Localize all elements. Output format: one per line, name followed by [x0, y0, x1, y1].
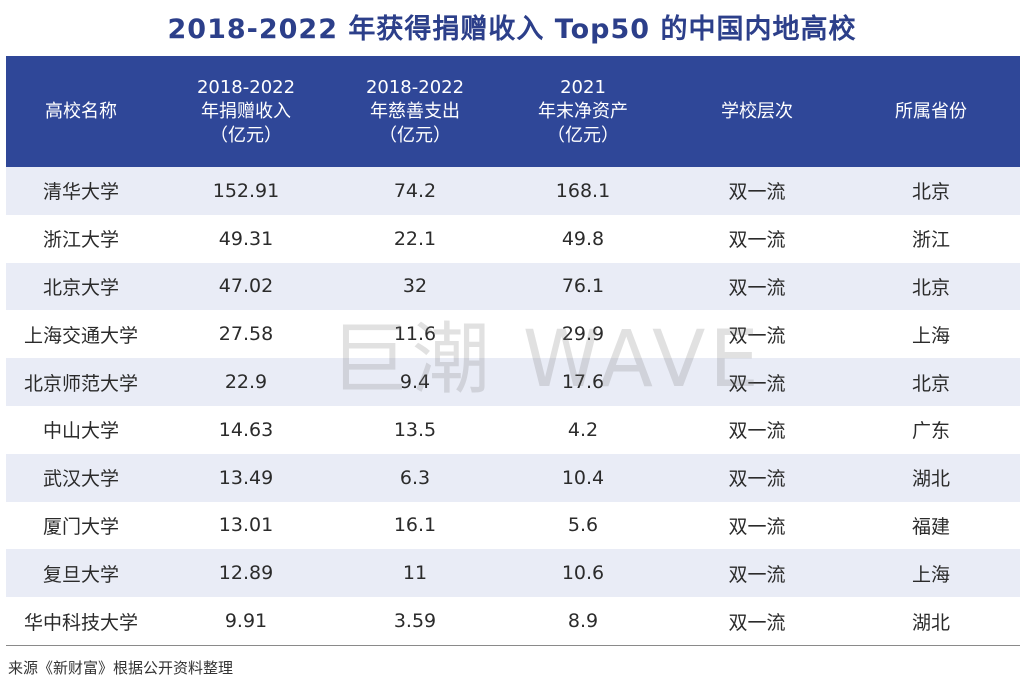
cell-donation-income: 47.02 [218, 275, 274, 298]
header-line: 高校名称 [45, 100, 117, 122]
cell-school-level: 双一流 [728, 515, 786, 538]
cell-school-level: 双一流 [728, 611, 786, 634]
bottom-divider [6, 645, 1020, 646]
cell-school-level: 双一流 [728, 563, 786, 586]
cell-donation-income: 152.91 [212, 179, 280, 202]
data-table: 高校名称 2018-2022 年捐赠收入 （亿元） 2018-2022 年慈善支出 （亿元）… [6, 56, 1020, 645]
cell-school-level: 双一流 [728, 276, 786, 299]
cell-school-level: 双一流 [728, 420, 786, 443]
cell-charity-expense: 74.2 [393, 179, 437, 202]
cell-school-name: 北京师范大学 [23, 372, 138, 395]
table-row: 复旦大学 12.89 11 10.6 双一流 上海 [6, 549, 1020, 598]
header-line: （亿元） [210, 124, 282, 146]
header-line: 年末净资产 [538, 100, 628, 122]
header-province: 所属省份 [842, 56, 1020, 167]
cell-province: 北京 [911, 276, 950, 299]
cell-province: 上海 [911, 324, 950, 347]
cell-donation-income: 13.01 [218, 514, 274, 537]
cell-school-name: 清华大学 [42, 181, 119, 204]
cell-donation-income: 49.31 [218, 227, 274, 250]
header-row: 高校名称 2018-2022 年捐赠收入 （亿元） 2018-2022 年慈善支出 （亿元）… [6, 56, 1020, 167]
chart-title: 2018-2022 年获得捐赠收入 Top50 的中国内地高校 [167, 14, 857, 45]
cell-school-level: 双一流 [728, 229, 786, 252]
cell-net-assets: 17.6 [561, 371, 605, 394]
cell-school-name: 武汉大学 [42, 468, 119, 491]
cell-charity-expense: 11.6 [393, 323, 437, 346]
source-note: 来源《新财富》根据公开资料整理 [8, 659, 234, 677]
cell-school-name: 华中科技大学 [23, 611, 138, 634]
cell-donation-income: 9.91 [224, 610, 268, 633]
cell-school-name: 复旦大学 [42, 563, 119, 586]
header-net-assets: 2021 年末净资产 （亿元） [494, 56, 672, 167]
cell-school-level: 双一流 [728, 181, 786, 204]
cell-charity-expense: 11 [402, 562, 428, 585]
cell-charity-expense: 3.59 [393, 610, 437, 633]
cell-net-assets: 76.1 [561, 275, 605, 298]
table-row: 上海交通大学 27.58 11.6 29.9 双一流 上海 [6, 310, 1020, 359]
cell-school-level: 双一流 [728, 372, 786, 395]
table-row: 北京大学 47.02 32 76.1 双一流 北京 [6, 262, 1020, 311]
cell-province: 湖北 [911, 611, 950, 634]
cell-province: 福建 [911, 515, 950, 538]
header-line: 2021 [560, 76, 606, 98]
cell-charity-expense: 6.3 [399, 466, 431, 489]
table-body: 清华大学 152.91 74.2 168.1 双一流 北京 浙江大学 49.31 22.1 49.… [6, 167, 1020, 645]
header-school-name: 高校名称 [6, 56, 156, 167]
cell-net-assets: 49.8 [561, 227, 605, 250]
cell-school-level: 双一流 [728, 324, 786, 347]
table-row: 清华大学 152.91 74.2 168.1 双一流 北京 [6, 167, 1020, 215]
header-line: 2018-2022 [196, 76, 296, 98]
data-table-container: 高校名称 2018-2022 年捐赠收入 （亿元） 2018-2022 年慈善支出 （亿元）… [6, 56, 1020, 645]
cell-province: 浙江 [911, 229, 950, 252]
cell-donation-income: 14.63 [218, 418, 274, 441]
cell-province: 广东 [911, 420, 950, 443]
cell-net-assets: 5.6 [567, 514, 599, 537]
header-line: 学校层次 [721, 100, 793, 122]
cell-donation-income: 13.49 [218, 466, 274, 489]
table-row: 中山大学 14.63 13.5 4.2 双一流 广东 [6, 405, 1020, 454]
header-line: 2018-2022 [365, 76, 465, 98]
cell-charity-expense: 16.1 [393, 514, 437, 537]
header-school-level: 学校层次 [672, 56, 842, 167]
cell-province: 北京 [911, 181, 950, 204]
cell-donation-income: 22.9 [224, 371, 268, 394]
cell-province: 湖北 [911, 468, 950, 491]
header-line: 所属省份 [895, 100, 967, 122]
cell-charity-expense: 22.1 [393, 227, 437, 250]
cell-donation-income: 12.89 [218, 562, 274, 585]
cell-school-name: 中山大学 [42, 420, 119, 443]
header-line: （亿元） [547, 124, 619, 146]
header-donation-income: 2018-2022 年捐赠收入 （亿元） [156, 56, 336, 167]
cell-province: 上海 [911, 563, 950, 586]
cell-net-assets: 10.6 [561, 562, 605, 585]
cell-net-assets: 10.4 [561, 466, 605, 489]
cell-net-assets: 168.1 [555, 179, 611, 202]
cell-charity-expense: 13.5 [393, 418, 437, 441]
cell-school-level: 双一流 [728, 468, 786, 491]
table-row: 武汉大学 13.49 6.3 10.4 双一流 湖北 [6, 453, 1020, 502]
cell-school-name: 厦门大学 [42, 515, 119, 538]
cell-province: 北京 [911, 372, 950, 395]
cell-school-name: 上海交通大学 [23, 324, 138, 347]
header-line: 年慈善支出 [370, 100, 460, 122]
header-line: （亿元） [379, 124, 451, 146]
cell-school-name: 浙江大学 [42, 229, 119, 252]
header-line: 年捐赠收入 [201, 100, 291, 122]
header-charity-expense: 2018-2022 年慈善支出 （亿元） [336, 56, 494, 167]
cell-charity-expense: 32 [402, 275, 428, 298]
table-row: 北京师范大学 22.9 9.4 17.6 双一流 北京 [6, 358, 1020, 406]
table-header: 高校名称 2018-2022 年捐赠收入 （亿元） 2018-2022 年慈善支出 （亿元）… [6, 56, 1020, 167]
cell-net-assets: 8.9 [567, 610, 599, 633]
table-row: 华中科技大学 9.91 3.59 8.9 双一流 湖北 [6, 597, 1020, 645]
cell-donation-income: 27.58 [218, 323, 274, 346]
table-row: 浙江大学 49.31 22.1 49.8 双一流 浙江 [6, 214, 1020, 263]
cell-charity-expense: 9.4 [399, 371, 431, 394]
cell-net-assets: 4.2 [567, 418, 599, 441]
cell-school-name: 北京大学 [42, 276, 119, 299]
cell-net-assets: 29.9 [561, 323, 605, 346]
table-row: 厦门大学 13.01 16.1 5.6 双一流 福建 [6, 501, 1020, 550]
